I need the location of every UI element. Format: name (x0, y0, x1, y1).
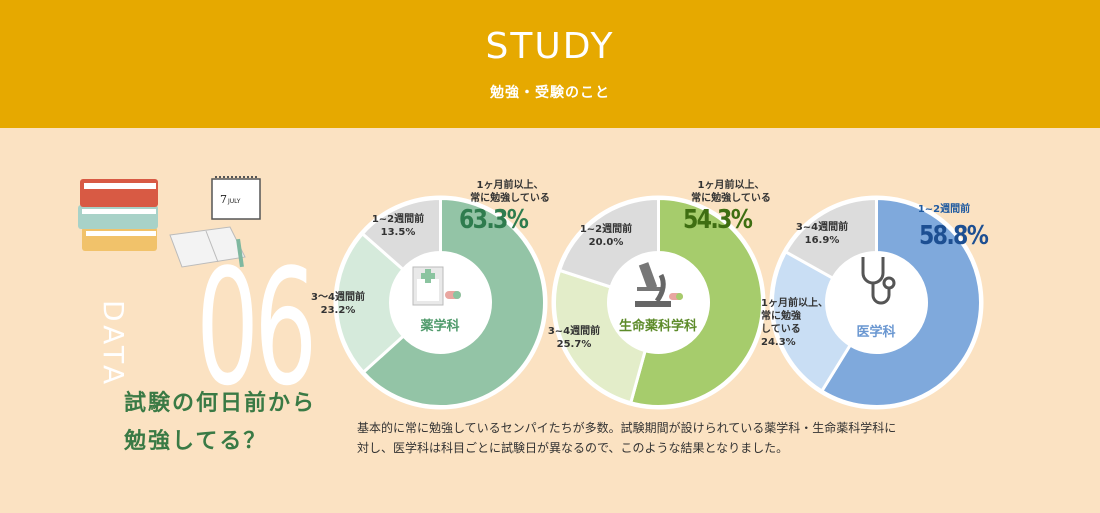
pharmacy-mid-value: 23.2% (320, 305, 356, 316)
donut-outer-ring (769, 195, 984, 410)
med-light-value: 16.9% (804, 235, 840, 246)
med-mid-label: 1ヶ月前以上、 常に勉強 している 24.3% (761, 297, 841, 349)
calendar-icon: 7 JULY (211, 176, 261, 220)
svg-text:JULY: JULY (227, 198, 241, 205)
pharmacy-main-label: 1ヶ月前以上、 常に勉強している (455, 179, 565, 205)
description-line-2: 対し、医学科は科目ごとに試験日が異なるので、このような結果となりました。 (357, 441, 789, 455)
description-line-1: 基本的に常に勉強しているセンパイたちが多数。試験期間が設けられている薬学科・生命… (357, 421, 897, 435)
donut-outer-ring (551, 195, 766, 410)
data-label: DATA (97, 300, 130, 389)
med-light-label-line1: 3~4週間前 (795, 222, 849, 233)
question-heading: 試験の何日前から 勉強してる？ (124, 385, 316, 461)
pharmacy-mid-label: 3〜4週間前 23.2% (303, 291, 373, 317)
med-mid-value: 24.3% (761, 337, 796, 348)
donut-chart-medicine (769, 195, 984, 410)
pharmacy-main-value: 63.3% (459, 205, 529, 235)
life-light-label-line1: 1~2週間前 (579, 224, 633, 235)
life-main-label: 1ヶ月前以上、 常に勉強している (676, 179, 786, 205)
center-label-medicine: 医学科 (856, 325, 896, 340)
center-label-life-science: 生命薬科学科 (618, 319, 697, 334)
microscope-icon (635, 262, 683, 307)
life-mid-label-line1: 3~4週間前 (547, 326, 601, 337)
book-stack-icon (78, 179, 158, 251)
medicine-box-icon (412, 266, 461, 306)
svg-text:7: 7 (220, 193, 227, 206)
med-mid-label-line1: 1ヶ月前以上、 (761, 298, 828, 309)
life-mid-value: 25.7% (556, 339, 592, 350)
pharmacy-main-label-line2: 常に勉強している (470, 193, 550, 204)
donut-outer-ring (333, 195, 548, 410)
chart-medicine: 医学科 1~2週間前 58.8% 1ヶ月前以上、 常に勉強 している 24.3%… (761, 195, 989, 410)
chart-pharmacy: 薬学科 1ヶ月前以上、 常に勉強している 63.3% 3〜4週間前 23.2% … (311, 180, 550, 410)
life-main-label-line1: 1ヶ月前以上、 (697, 180, 765, 191)
data-number: 06 (196, 234, 317, 421)
page-subtitle: 勉強・受験のこと (490, 85, 610, 101)
life-light-value: 20.0% (588, 237, 624, 248)
life-main-value: 54.3% (683, 205, 753, 235)
notebook-icon (169, 226, 246, 268)
med-mid-label-line3: している (761, 324, 801, 335)
header-banner: STUDY 勉強・受験のこと (0, 0, 1100, 128)
pharmacy-light-label-line1: 1~2週間前 (371, 214, 425, 225)
med-main-value: 58.8% (919, 221, 989, 251)
stethoscope-icon (861, 257, 896, 305)
med-light-label: 3~4週間前 16.9% (787, 221, 857, 247)
life-main-label-line2: 常に勉強している (691, 193, 771, 204)
question-line-1: 試験の何日前から (124, 391, 317, 416)
pharmacy-main-label-line1: 1ヶ月前以上、 (476, 180, 544, 191)
med-mid-label-line2: 常に勉強 (761, 311, 801, 322)
center-label-pharmacy: 薬学科 (420, 319, 460, 334)
books-calendar-illustration: 7 JULY (78, 176, 261, 268)
pencil-icon (236, 238, 244, 268)
life-mid-label: 3~4週間前 25.7% (539, 325, 609, 351)
life-light-label: 1~2週間前 20.0% (571, 223, 641, 249)
chart-life-science: 生命薬科学科 1ヶ月前以上、 常に勉強している 54.3% 3~4週間前 25.… (548, 180, 771, 410)
question-line-2: 勉強してる？ (124, 429, 268, 454)
pharmacy-mid-label-line1: 3〜4週間前 (311, 292, 365, 303)
med-main-label: 1~2週間前 (917, 204, 971, 215)
description-text: 基本的に常に勉強しているセンパイたちが多数。試験期間が設けられている薬学科・生命… (357, 418, 997, 458)
pharmacy-light-label: 1~2週間前 13.5% (363, 213, 433, 239)
page-title: STUDY (485, 26, 615, 67)
pharmacy-light-value: 13.5% (380, 227, 416, 238)
